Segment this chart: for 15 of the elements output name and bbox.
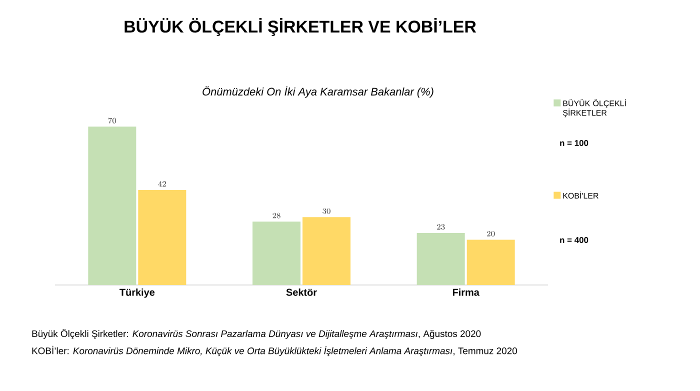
x-tick-label: Sektör bbox=[286, 288, 317, 296]
bar bbox=[416, 232, 465, 285]
text: KOBİ’ler: Koronavirüs Döneminde Mikro, Küçük ve Orta Büyüklükteki İşletmeleri Anlama Araştırması, Temmuz 2020 bbox=[32, 346, 517, 356]
x-tick-label: Firma bbox=[452, 288, 480, 296]
chart-title: BÜYÜK ÖLÇEKLİ ŞİRKETLER VE KOBİ’LER bbox=[124, 18, 476, 36]
bar bbox=[88, 126, 136, 285]
text: n = 400 bbox=[560, 237, 588, 243]
bar bbox=[466, 240, 515, 285]
bar bbox=[252, 222, 301, 285]
bar bbox=[138, 190, 186, 285]
x-tick-label: Türkiye bbox=[120, 288, 155, 298]
bar bbox=[302, 217, 351, 285]
text: n = 100 bbox=[560, 140, 588, 146]
chart-subtitle: Önümüzdeki On İki Aya Karamsar Bakanlar (%) bbox=[202, 86, 434, 98]
text: Büyük Ölçekli Şirketler: Koronavirüs Sonrası Pazarlama Dünyası ve Dijitalleşme Araştırması, Ağustos 2020 bbox=[32, 329, 481, 339]
